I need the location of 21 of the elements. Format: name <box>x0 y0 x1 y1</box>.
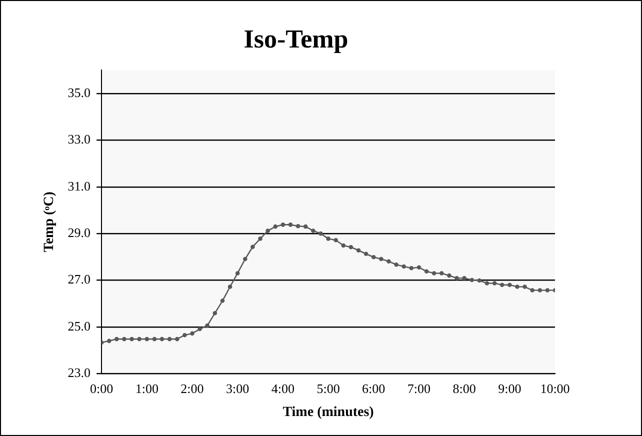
x-tick-label: 0:00 <box>90 380 114 396</box>
y-tick-label: 31.0 <box>68 178 91 194</box>
y-tick-label: 33.0 <box>68 132 91 147</box>
x-axis-title: Time (minutes) <box>282 405 374 420</box>
x-tick-label: 3:00 <box>226 380 250 396</box>
y-tick-label: 25.0 <box>68 318 91 334</box>
x-tick-label: 6:00 <box>362 380 386 396</box>
x-tick-label: 8:00 <box>452 380 476 396</box>
x-tick-label: 10:00 <box>540 380 570 396</box>
chart-title: Iso-Temp <box>244 24 348 54</box>
y-tick-label: 35.0 <box>68 84 91 100</box>
x-tick-label: 5:00 <box>316 380 340 396</box>
x-tick-label: 1:00 <box>135 380 158 396</box>
y-tick-label: 23.0 <box>68 365 91 380</box>
y-axis-title: Temp (ᵒC) <box>42 191 58 252</box>
x-tick-label: 2:00 <box>180 380 204 396</box>
y-tick-label: 27.0 <box>68 272 91 287</box>
x-tick-label: 7:00 <box>407 380 431 396</box>
y-tick-label: 29.0 <box>68 224 91 240</box>
x-tick-label: 4:00 <box>271 380 294 396</box>
x-tick-label: 9:00 <box>498 380 522 396</box>
